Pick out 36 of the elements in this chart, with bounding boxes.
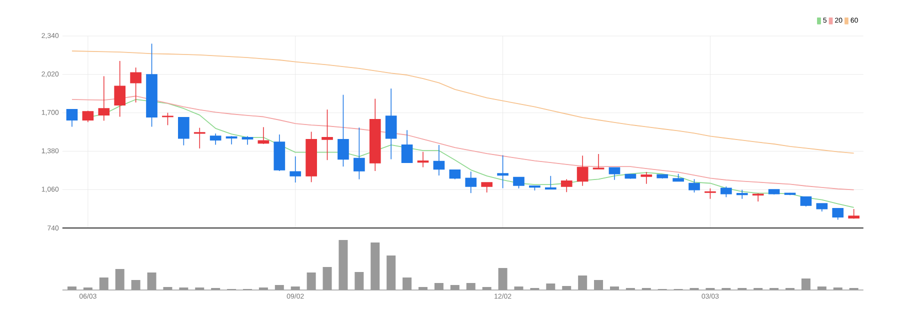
candlestick [752,192,764,202]
candlestick [704,188,716,200]
candlestick [354,127,365,180]
candlestick [226,136,238,145]
candlestick [736,189,748,200]
candlestick [560,178,572,193]
candlestick [497,154,508,189]
candlestick [592,154,604,170]
candlestick [338,94,349,167]
candlestick [210,133,222,146]
candlestick [720,186,732,198]
candlestick [481,182,492,193]
candlestick [608,167,620,180]
candlestick [800,196,812,207]
candlestick [322,109,333,160]
candlestick [290,156,302,183]
candlestick [401,130,413,163]
candlestick [194,127,206,149]
candlestick [449,170,461,180]
candlestick [98,76,110,122]
candlestick [688,178,700,193]
candlestick [417,152,429,168]
candlestick [433,144,445,176]
candlestick [832,208,844,220]
candlestick [513,176,524,189]
candlestick [576,155,588,186]
candlestick [465,171,477,194]
candlestick [640,172,652,184]
candlestick [385,88,397,160]
candlestick [130,67,142,103]
candlestick [178,116,190,146]
candlestick [114,60,126,118]
candlestick [848,208,860,220]
candlestick [258,126,270,144]
candlestick [544,176,556,190]
candlestick [66,109,78,128]
